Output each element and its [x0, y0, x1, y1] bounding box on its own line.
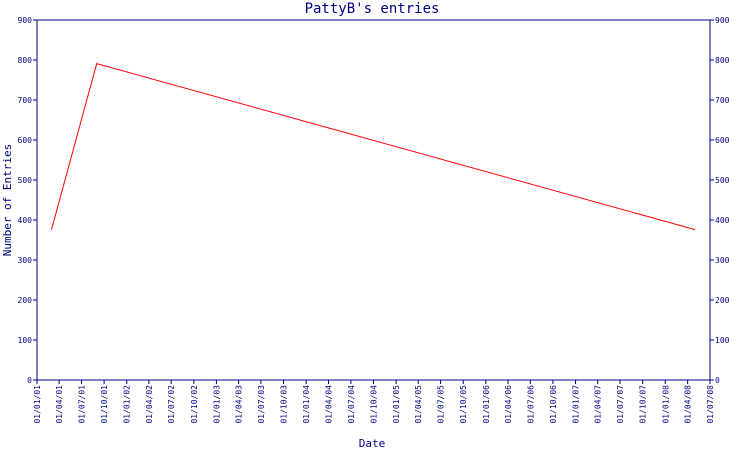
- x-tick-label: 01/01/01: [33, 385, 42, 424]
- y-axis-right: 0 100 200 300 400 500 600 700 800 900: [710, 16, 730, 385]
- x-tick-label: 01/01/02: [123, 385, 132, 424]
- y-tick-label-left: 900: [18, 16, 33, 25]
- x-axis: 01/01/01 01/04/01 01/07/01 01/10/01 01/01/02…: [33, 380, 715, 424]
- series-line: [51, 62, 696, 231]
- x-tick-label: 01/01/08: [661, 385, 670, 424]
- x-tick-label: 01/01/05: [392, 385, 401, 424]
- x-tick-label: 01/01/04: [302, 385, 311, 424]
- y-tick-label-right: 900: [715, 16, 730, 25]
- x-tick-label: 01/01/07: [572, 385, 581, 424]
- x-tick-label: 01/04/05: [414, 385, 423, 424]
- x-tick-label: 01/04/04: [325, 385, 334, 424]
- x-tick-label: 01/04/07: [594, 385, 603, 424]
- x-tick-label: 01/10/06: [549, 385, 558, 424]
- x-tick-label: 01/04/01: [55, 385, 64, 424]
- y-tick-label-right: 600: [715, 136, 730, 145]
- y-axis-label: Number of Entries: [1, 144, 14, 257]
- x-tick-label: 01/07/04: [347, 385, 356, 424]
- y-tick-label-left: 600: [18, 136, 33, 145]
- series-group: [51, 62, 696, 231]
- y-tick-label-right: 200: [715, 296, 730, 305]
- x-tick-label: 01/10/03: [280, 385, 289, 424]
- y-tick-label-right: 500: [715, 176, 730, 185]
- plot-frame: [36, 19, 711, 381]
- x-tick-label: 01/04/02: [145, 385, 154, 424]
- y-tick-label-left: 400: [18, 216, 33, 225]
- x-tick-label: 01/07/07: [616, 385, 625, 424]
- x-tick-label: 01/10/07: [639, 385, 648, 424]
- x-tick-label: 01/04/08: [684, 385, 693, 424]
- x-tick-label: 01/07/05: [437, 385, 446, 424]
- x-tick-label: 01/10/01: [100, 385, 109, 424]
- y-tick-label-right: 0: [715, 376, 720, 385]
- y-tick-label-left: 500: [18, 176, 33, 185]
- y-axis-left: 0 100 200 300 400 500 600 700 800 900: [18, 16, 37, 385]
- x-tick-label: 01/07/08: [706, 385, 715, 424]
- x-axis-label: Date: [359, 437, 386, 450]
- y-tick-label-left: 0: [27, 376, 32, 385]
- x-tick-label: 01/04/06: [504, 385, 513, 424]
- y-tick-label-right: 400: [715, 216, 730, 225]
- y-tick-label-left: 700: [18, 96, 33, 105]
- y-tick-label-right: 700: [715, 96, 730, 105]
- y-tick-label-right: 100: [715, 336, 730, 345]
- y-tick-label-right: 300: [715, 256, 730, 265]
- y-tick-label-left: 800: [18, 56, 33, 65]
- x-tick-label: 01/07/06: [526, 385, 535, 424]
- y-tick-label-left: 300: [18, 256, 33, 265]
- y-tick-label-left: 100: [18, 336, 33, 345]
- x-tick-label: 01/01/06: [482, 385, 491, 424]
- x-tick-label: 01/10/02: [190, 385, 199, 424]
- x-tick-label: 01/10/04: [370, 385, 379, 424]
- chart-title: PattyB's entries: [305, 1, 440, 17]
- x-tick-label: 01/10/05: [459, 385, 468, 424]
- x-tick-label: 01/07/03: [257, 385, 266, 424]
- y-tick-label-left: 200: [18, 296, 33, 305]
- x-tick-label: 01/07/02: [167, 385, 176, 424]
- y-tick-label-right: 800: [715, 56, 730, 65]
- x-tick-label: 01/01/03: [212, 385, 221, 424]
- x-tick-label: 01/07/01: [77, 385, 86, 424]
- x-tick-label: 01/04/03: [235, 385, 244, 424]
